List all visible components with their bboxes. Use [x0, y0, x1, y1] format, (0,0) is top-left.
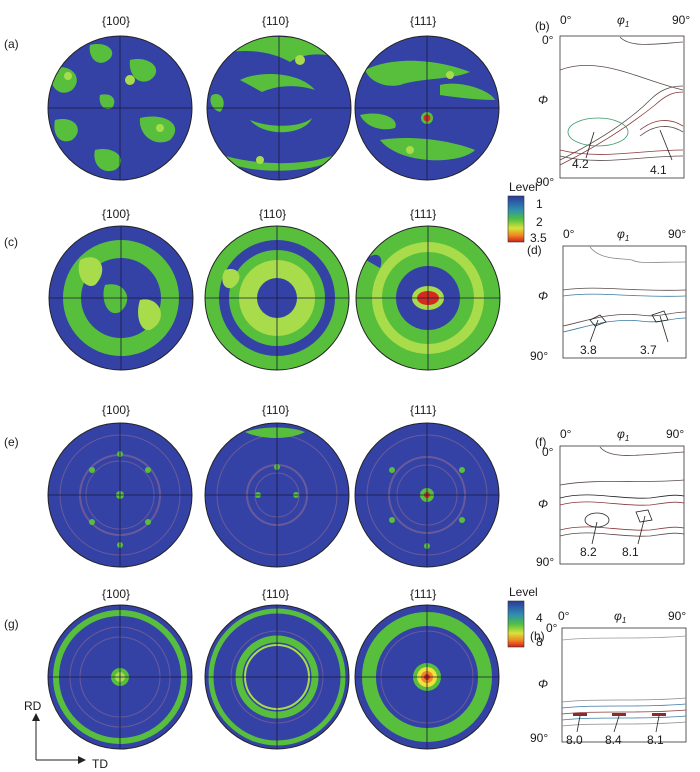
- phi1-start: 0°: [560, 427, 572, 441]
- pole-title-111: {111}: [410, 14, 436, 28]
- phi1-subscript: 1: [625, 434, 629, 443]
- legend-tick: 8: [536, 635, 543, 649]
- phi-start: 0°: [546, 621, 558, 635]
- odf-panel-f: (f) 0° φ1 90° 0° Φ 90° 8.2 8.1: [535, 427, 685, 569]
- pole-figure-a-110: [206, 35, 352, 181]
- panel-label-d: (d): [527, 243, 542, 257]
- odf-annotation: 8.4: [605, 733, 622, 747]
- odf-annotation: 3.8: [580, 343, 597, 357]
- panel-label-f: (f): [535, 435, 546, 449]
- pole-title-111: {111}: [410, 207, 436, 221]
- legend-tick: 2: [536, 215, 543, 229]
- phi1-symbol: φ1: [617, 427, 629, 443]
- pole-title-110: {110}: [259, 207, 286, 221]
- phi1-symbol-text: φ: [617, 13, 625, 27]
- pole-figure-c-111: [355, 225, 501, 371]
- panel-label-c: (c): [4, 235, 18, 249]
- pole-figure-c-100: [48, 225, 194, 371]
- legend-title: Level: [509, 180, 538, 194]
- pole-figure-e-111: [354, 422, 500, 568]
- pole-title-110: {110}: [262, 403, 289, 417]
- panel-label-a: (a): [4, 37, 19, 51]
- pole-figure-a-111: [354, 35, 500, 181]
- odf-annotation: 4.1: [650, 163, 667, 177]
- phi1-end: 90°: [668, 227, 686, 241]
- odf-panel-d: (d) 0° φ1 90° Φ 90° 3.8 3.7: [527, 227, 687, 363]
- rd-label: RD: [24, 699, 42, 713]
- panel-label-b: (b): [535, 19, 550, 33]
- phi1-end: 90°: [668, 609, 686, 623]
- panel-label-g: (g): [4, 617, 19, 631]
- phi-start: 0°: [542, 445, 554, 459]
- pole-figure-e-110: [204, 422, 350, 568]
- pole-title-111: {111}: [410, 587, 436, 601]
- pole-title-110: {110}: [262, 587, 289, 601]
- panel-label-e: (e): [4, 435, 19, 449]
- odf-panel-b: (b) 0° φ1 90° 0° Φ 90° 4.2 4.1: [535, 13, 690, 189]
- pole-title-100: {100}: [102, 14, 130, 28]
- pole-title-111: {111}: [410, 403, 436, 417]
- legend-tick: 4: [536, 611, 543, 625]
- phi1-end: 90°: [666, 427, 684, 441]
- legend-level-1: Level 1 2 3.5: [507, 180, 547, 245]
- odf-annotation: 8.2: [580, 545, 597, 559]
- phi1-start: 0°: [560, 13, 572, 27]
- pole-figure-c-110: [204, 225, 350, 371]
- legend-tick: 3.5: [530, 231, 547, 245]
- odf-annotation: 8.1: [622, 545, 639, 559]
- rd-td-axes-key: RD TD: [24, 699, 108, 771]
- phi1-start: 0°: [563, 227, 575, 241]
- pole-title-110: {110}: [262, 14, 289, 28]
- phi-end: 90°: [530, 349, 548, 363]
- pole-title-100: {100}: [102, 207, 130, 221]
- phi1-subscript: 1: [625, 234, 629, 243]
- legend-title: Level: [509, 585, 538, 599]
- phi-end: 90°: [536, 555, 554, 569]
- panel-label-h: (h): [530, 629, 545, 643]
- odf-annotation: 4.2: [572, 157, 589, 171]
- pole-figure-g-110: [204, 604, 350, 750]
- pole-figure-a-100: [47, 35, 193, 181]
- legend-level-2: Level 4 8: [507, 585, 543, 649]
- odf-annotation: 3.7: [640, 343, 657, 357]
- phi-symbol: Φ: [538, 93, 548, 107]
- phi-end: 90°: [530, 731, 548, 745]
- phi1-symbol: φ1: [614, 609, 626, 625]
- phi1-end: 90°: [672, 13, 690, 27]
- odf-annotation: 8.1: [647, 733, 664, 747]
- phi1-subscript: 1: [625, 20, 629, 29]
- phi1-symbol: φ1: [617, 13, 629, 29]
- phi1-subscript: 1: [622, 616, 626, 625]
- phi-symbol: Φ: [538, 289, 548, 303]
- pole-figure-e-100: [47, 422, 193, 568]
- phi-symbol: Φ: [538, 677, 548, 691]
- phi1-start: 0°: [558, 609, 570, 623]
- odf-annotation: 8.0: [566, 733, 583, 747]
- pole-title-100: {100}: [102, 587, 130, 601]
- phi1-symbol-text: φ: [617, 427, 625, 441]
- pole-figure-g-100: [47, 604, 193, 750]
- phi1-symbol: φ1: [617, 227, 629, 243]
- phi-symbol: Φ: [538, 497, 548, 511]
- phi-end: 90°: [536, 175, 554, 189]
- pole-figure-g-111: [354, 604, 500, 750]
- pole-title-100: {100}: [102, 403, 130, 417]
- phi1-symbol-text: φ: [614, 609, 622, 623]
- phi1-symbol-text: φ: [617, 227, 625, 241]
- phi-start: 0°: [542, 33, 554, 47]
- legend-tick: 1: [536, 197, 543, 211]
- odf-panel-h: (h) 0° φ1 90° 0° Φ 90° 8.0 8.4 8.1: [530, 609, 687, 747]
- td-label: TD: [92, 757, 108, 771]
